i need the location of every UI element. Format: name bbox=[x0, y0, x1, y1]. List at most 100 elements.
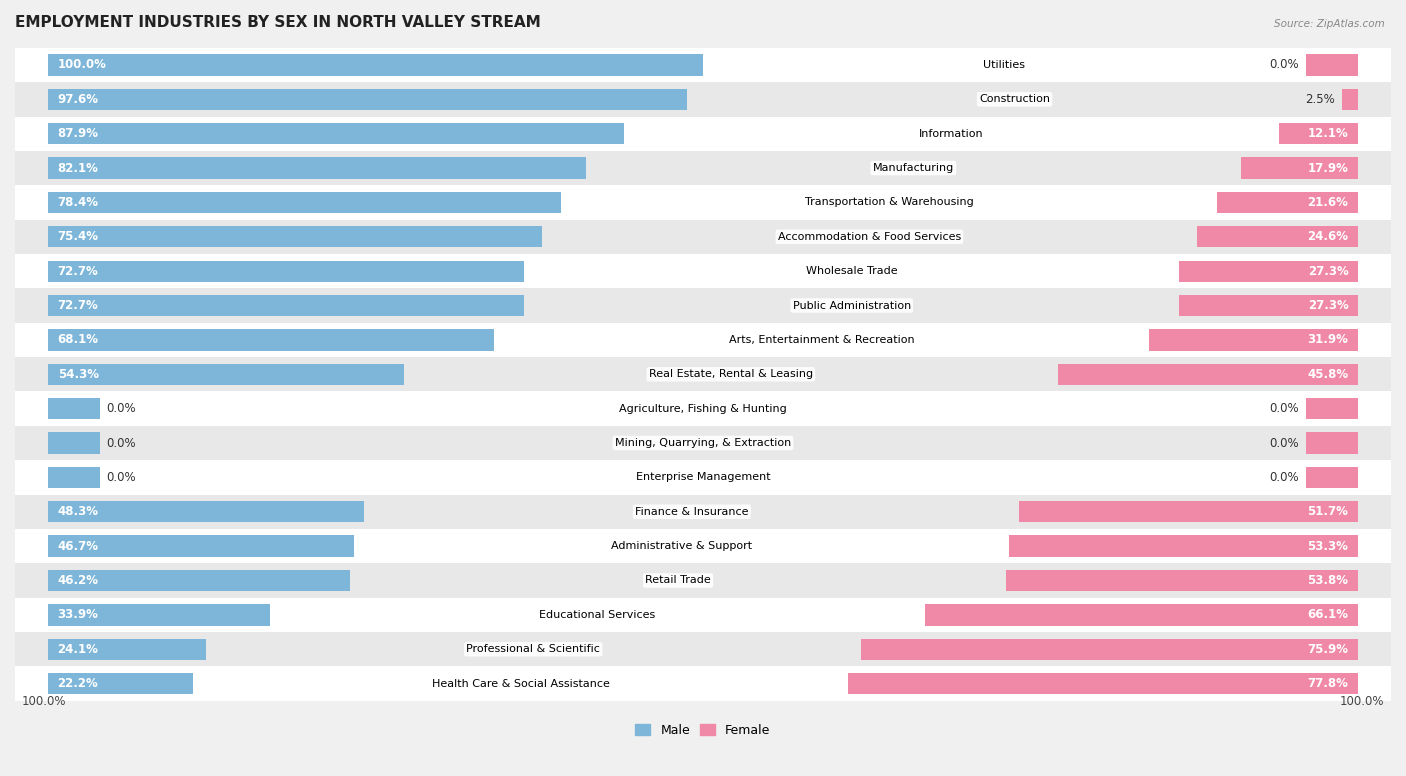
Text: 46.7%: 46.7% bbox=[58, 539, 98, 553]
Bar bbox=[15, 391, 1391, 426]
Text: 78.4%: 78.4% bbox=[58, 196, 98, 209]
Bar bbox=[15, 220, 1391, 254]
Text: Utilities: Utilities bbox=[983, 60, 1025, 70]
Text: 54.3%: 54.3% bbox=[58, 368, 98, 381]
Text: 27.3%: 27.3% bbox=[1308, 299, 1348, 312]
Bar bbox=[15, 667, 1391, 701]
Text: 33.9%: 33.9% bbox=[58, 608, 98, 622]
Bar bbox=[48, 501, 364, 522]
Text: 68.1%: 68.1% bbox=[58, 334, 98, 346]
Text: Source: ZipAtlas.com: Source: ZipAtlas.com bbox=[1274, 19, 1385, 29]
Text: Health Care & Social Assistance: Health Care & Social Assistance bbox=[432, 678, 610, 688]
Text: Administrative & Support: Administrative & Support bbox=[610, 541, 752, 551]
Text: 97.6%: 97.6% bbox=[58, 93, 98, 106]
Bar bbox=[48, 192, 561, 213]
Bar bbox=[15, 357, 1391, 391]
Bar bbox=[1306, 398, 1358, 419]
Text: 100.0%: 100.0% bbox=[58, 58, 107, 71]
Legend: Male, Female: Male, Female bbox=[630, 719, 776, 742]
Bar bbox=[1019, 501, 1358, 522]
Text: 0.0%: 0.0% bbox=[1270, 471, 1299, 484]
Bar bbox=[15, 598, 1391, 632]
Text: Construction: Construction bbox=[979, 95, 1050, 104]
Text: 45.8%: 45.8% bbox=[1308, 368, 1348, 381]
Bar bbox=[15, 116, 1391, 151]
Bar bbox=[48, 432, 100, 454]
Bar bbox=[1306, 466, 1358, 488]
Text: 75.9%: 75.9% bbox=[1308, 643, 1348, 656]
Bar bbox=[1149, 329, 1358, 351]
Text: Enterprise Management: Enterprise Management bbox=[636, 473, 770, 483]
Text: Arts, Entertainment & Recreation: Arts, Entertainment & Recreation bbox=[728, 335, 914, 345]
Text: 0.0%: 0.0% bbox=[1270, 402, 1299, 415]
Text: 66.1%: 66.1% bbox=[1308, 608, 1348, 622]
Text: Transportation & Warehousing: Transportation & Warehousing bbox=[804, 197, 973, 207]
Text: 0.0%: 0.0% bbox=[1270, 58, 1299, 71]
Text: Public Administration: Public Administration bbox=[793, 300, 911, 310]
Text: 100.0%: 100.0% bbox=[21, 695, 66, 708]
Bar bbox=[15, 494, 1391, 529]
Text: 21.6%: 21.6% bbox=[1308, 196, 1348, 209]
Bar bbox=[15, 48, 1391, 82]
Bar bbox=[15, 289, 1391, 323]
Bar bbox=[1005, 570, 1358, 591]
Bar bbox=[48, 673, 193, 695]
Text: Professional & Scientific: Professional & Scientific bbox=[467, 644, 600, 654]
Text: 17.9%: 17.9% bbox=[1308, 161, 1348, 175]
Bar bbox=[1306, 54, 1358, 75]
Bar bbox=[848, 673, 1358, 695]
Bar bbox=[15, 185, 1391, 220]
Text: 0.0%: 0.0% bbox=[107, 402, 136, 415]
Bar bbox=[48, 398, 100, 419]
Text: 0.0%: 0.0% bbox=[107, 437, 136, 449]
Bar bbox=[48, 261, 524, 282]
Bar bbox=[48, 158, 586, 178]
Text: Information: Information bbox=[920, 129, 984, 139]
Text: 24.6%: 24.6% bbox=[1308, 230, 1348, 244]
Bar bbox=[15, 563, 1391, 598]
Text: 77.8%: 77.8% bbox=[1308, 677, 1348, 690]
Bar bbox=[15, 426, 1391, 460]
Bar bbox=[48, 605, 270, 625]
Bar bbox=[860, 639, 1358, 660]
Bar bbox=[48, 639, 205, 660]
Text: 46.2%: 46.2% bbox=[58, 574, 98, 587]
Bar bbox=[1241, 158, 1358, 178]
Text: Retail Trade: Retail Trade bbox=[645, 576, 711, 586]
Bar bbox=[48, 295, 524, 316]
Text: Finance & Insurance: Finance & Insurance bbox=[636, 507, 748, 517]
Bar bbox=[15, 529, 1391, 563]
Bar bbox=[48, 466, 100, 488]
Text: 31.9%: 31.9% bbox=[1308, 334, 1348, 346]
Text: 48.3%: 48.3% bbox=[58, 505, 98, 518]
Bar bbox=[15, 323, 1391, 357]
Bar bbox=[48, 570, 350, 591]
Bar bbox=[48, 54, 703, 75]
Bar bbox=[48, 535, 354, 557]
Bar bbox=[15, 632, 1391, 667]
Text: 87.9%: 87.9% bbox=[58, 127, 98, 140]
Bar bbox=[925, 605, 1358, 625]
Text: 100.0%: 100.0% bbox=[1340, 695, 1385, 708]
Bar bbox=[1010, 535, 1358, 557]
Bar bbox=[48, 226, 541, 248]
Text: 27.3%: 27.3% bbox=[1308, 265, 1348, 278]
Bar bbox=[1341, 88, 1358, 110]
Bar bbox=[1180, 295, 1358, 316]
Bar bbox=[15, 460, 1391, 494]
Bar bbox=[1306, 432, 1358, 454]
Text: 72.7%: 72.7% bbox=[58, 299, 98, 312]
Bar bbox=[1197, 226, 1358, 248]
Text: Accommodation & Food Services: Accommodation & Food Services bbox=[778, 232, 962, 242]
Text: 24.1%: 24.1% bbox=[58, 643, 98, 656]
Bar bbox=[1279, 123, 1358, 144]
Bar bbox=[15, 151, 1391, 185]
Bar bbox=[1216, 192, 1358, 213]
Text: 0.0%: 0.0% bbox=[1270, 437, 1299, 449]
Text: 82.1%: 82.1% bbox=[58, 161, 98, 175]
Text: Mining, Quarrying, & Extraction: Mining, Quarrying, & Extraction bbox=[614, 438, 792, 448]
Bar bbox=[1180, 261, 1358, 282]
Text: 53.8%: 53.8% bbox=[1308, 574, 1348, 587]
Text: EMPLOYMENT INDUSTRIES BY SEX IN NORTH VALLEY STREAM: EMPLOYMENT INDUSTRIES BY SEX IN NORTH VA… bbox=[15, 15, 541, 30]
Text: Manufacturing: Manufacturing bbox=[873, 163, 953, 173]
